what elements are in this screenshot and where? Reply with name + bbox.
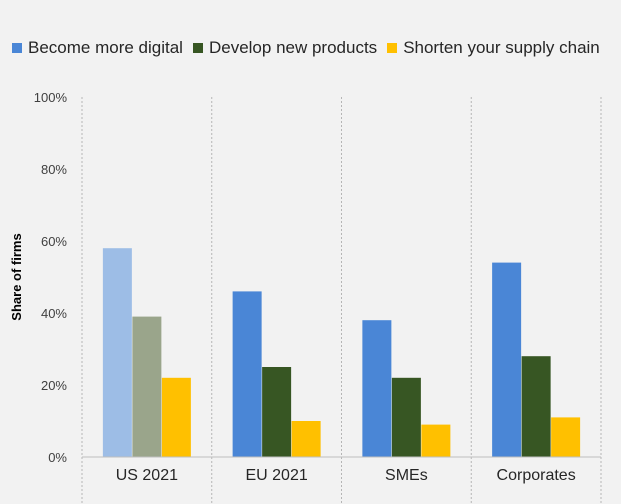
bar-us-2021-become-more-digital — [102, 248, 132, 457]
bar-eu-2021-develop-new-products — [262, 367, 292, 457]
bar-eu-2021-shorten-your-supply-chain — [291, 421, 321, 457]
y-tick-label: 100% — [34, 90, 68, 105]
bar-smes-develop-new-products — [391, 377, 421, 457]
legend-item-become-more-digital: Become more digital — [12, 38, 183, 58]
x-category-label: EU 2021 — [245, 467, 307, 484]
bar-us-2021-shorten-your-supply-chain — [161, 377, 191, 457]
legend-swatch-become-more-digital — [12, 43, 22, 53]
legend-label-shorten-supply-chain: Shorten your supply chain — [403, 38, 600, 57]
bar-eu-2021-become-more-digital — [232, 291, 262, 457]
x-category-label: Corporates — [497, 467, 576, 484]
y-tick-label: 80% — [41, 162, 67, 177]
x-category-label: US 2021 — [116, 467, 178, 484]
bar-corporates-become-more-digital — [492, 262, 522, 457]
legend-label-become-more-digital: Become more digital — [28, 38, 183, 57]
legend-item-shorten-supply-chain: Shorten your supply chain — [387, 38, 600, 58]
bar-corporates-shorten-your-supply-chain — [551, 417, 581, 457]
y-tick-label: 20% — [41, 378, 67, 393]
legend-swatch-shorten-supply-chain — [387, 43, 398, 53]
legend-label-develop-new-products: Develop new products — [208, 38, 378, 57]
legend-swatch-develop-new-products — [192, 43, 203, 53]
y-tick-label: 0% — [48, 450, 67, 465]
legend: Become more digital Develop new products… — [12, 38, 600, 58]
bar-us-2021-develop-new-products — [132, 316, 162, 457]
y-axis-title: Share of firms — [9, 233, 24, 320]
legend-item-develop-new-products: Develop new products — [192, 38, 378, 58]
bar-smes-become-more-digital — [362, 320, 392, 457]
x-category-label: SMEs — [385, 467, 428, 484]
bar-smes-shorten-your-supply-chain — [421, 424, 451, 457]
y-tick-label: 60% — [41, 234, 67, 249]
y-tick-label: 40% — [41, 306, 67, 321]
bar-corporates-develop-new-products — [521, 356, 551, 457]
